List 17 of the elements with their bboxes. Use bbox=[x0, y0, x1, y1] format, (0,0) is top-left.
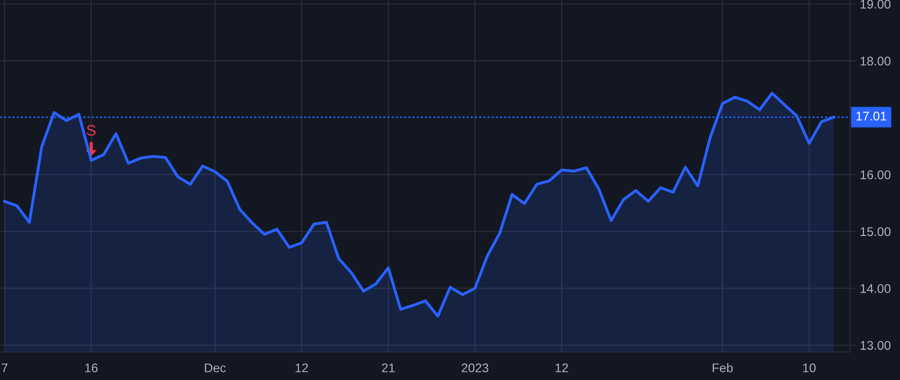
y-tick-label: 14.00 bbox=[860, 284, 891, 293]
x-tick-label: 7 bbox=[2, 364, 8, 372]
y-tick-label: 13.00 bbox=[860, 340, 891, 350]
x-tick-label: 16 bbox=[85, 363, 98, 372]
annotation: S bbox=[86, 124, 96, 136]
ref-line-label: 17.01 bbox=[856, 112, 886, 120]
x-tick-label: Dec bbox=[204, 364, 226, 372]
x-tick-label: Feb bbox=[712, 363, 733, 372]
y-tick-label: 19.00 bbox=[860, 0, 891, 9]
x-tick-label: 12 bbox=[556, 363, 568, 372]
x-tick-label: 10 bbox=[803, 363, 816, 372]
y-tick-label: 15.00 bbox=[860, 227, 891, 236]
y-tick-label: 16.00 bbox=[860, 170, 891, 180]
x-tick-label: 21 bbox=[382, 363, 395, 372]
x-tick-label: 2023 bbox=[462, 363, 488, 372]
x-tick-label: 12 bbox=[296, 363, 308, 372]
y-tick-label: 18.00 bbox=[860, 56, 891, 66]
